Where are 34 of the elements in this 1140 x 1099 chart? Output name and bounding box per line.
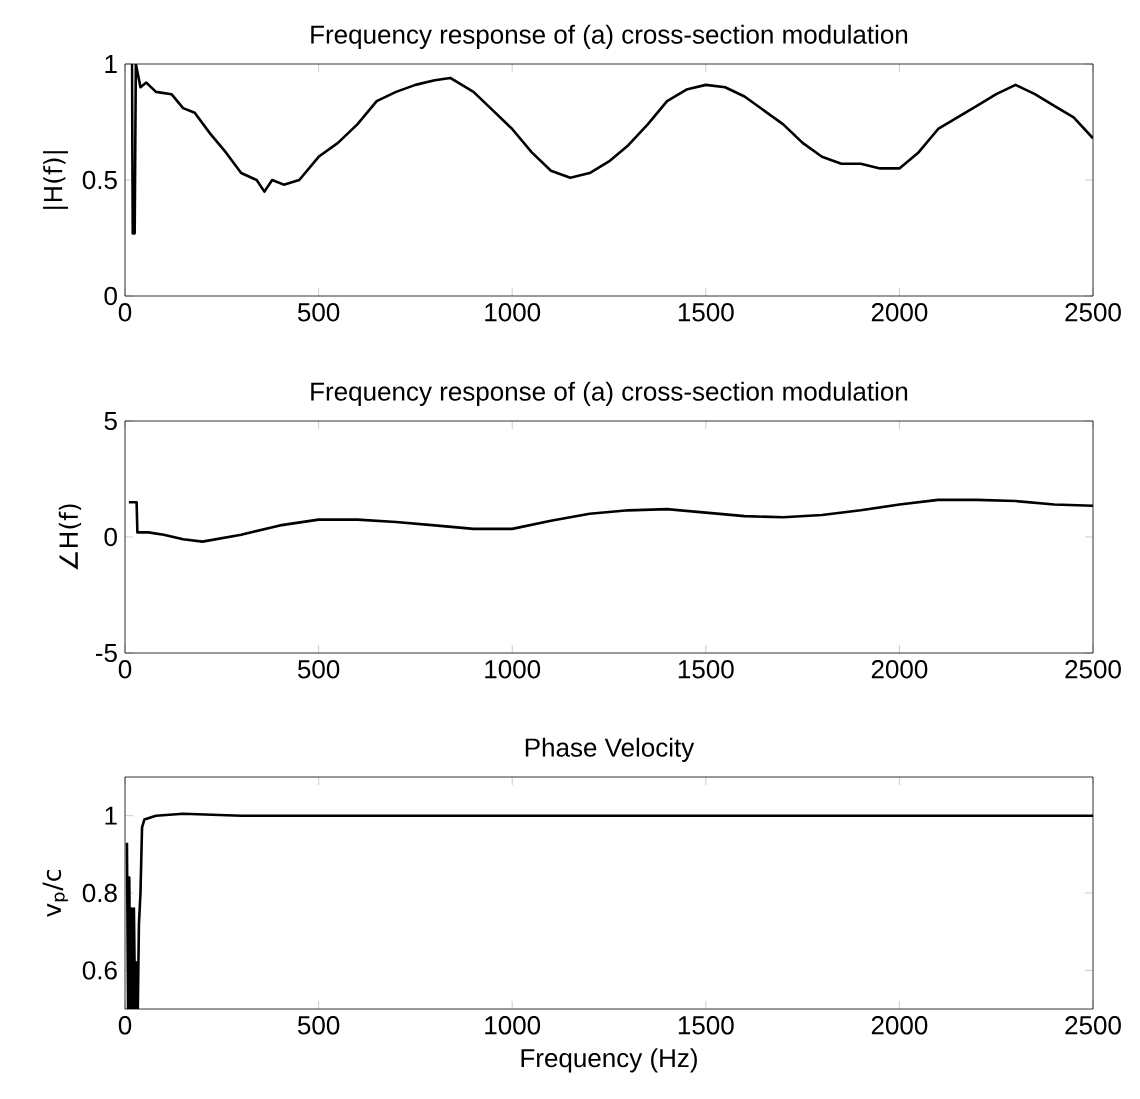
x-tick-label: 500 [297,660,340,679]
x-tick-label: 0 [118,1016,132,1035]
x-tick-label: 2500 [1065,303,1121,322]
chart-title: Phase Velocity [525,737,695,762]
y-tick-label: -5 [95,643,117,663]
x-tick-label: 500 [297,303,340,322]
y-tick-label: 0.6 [82,961,117,980]
x-tick-label: 2500 [1065,1016,1121,1035]
x-tick-label: 0 [118,303,132,322]
y-tick-label: 1 [105,806,117,825]
y-tick-label: 0 [104,527,117,547]
x-tick-label: 1500 [678,303,734,322]
chart-title: Frequency response of (a) cross-section modulation [311,381,908,406]
x-tick-label: 2000 [871,660,928,679]
x-tick-label: 2500 [1065,660,1121,679]
y-axis-title: ∠H(f) [58,504,82,570]
x-tick-label: 1500 [678,660,734,679]
x-tick-label: 1500 [678,1016,734,1035]
x-tick-label: 500 [297,1016,340,1035]
y-axis-title: |H(f)| [43,151,69,209]
y-tick-label: 0.8 [82,883,117,903]
x-axis-title: Frequency (Hz) [521,1048,697,1073]
x-tick-label: 1000 [485,1016,541,1035]
y-tick-label: 0 [104,286,117,306]
y-tick-label: 0.5 [82,170,117,190]
x-tick-label: 2000 [871,303,928,322]
x-tick-label: 1000 [485,660,541,679]
y-tick-label: 5 [104,411,117,431]
y-axis-title: v$_{p}$/c [42,870,69,917]
chart-title: Frequency response of (a) cross-section modulation [311,24,908,49]
x-tick-label: 2000 [871,1016,928,1035]
x-tick-label: 0 [118,660,132,679]
x-tick-label: 1000 [485,303,541,322]
y-tick-label: 1 [105,55,117,73]
